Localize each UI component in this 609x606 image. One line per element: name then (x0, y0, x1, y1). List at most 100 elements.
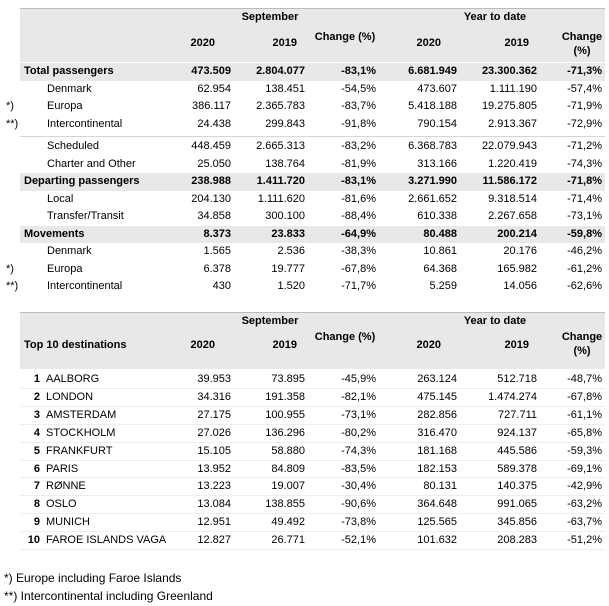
cell: 13.084 (197, 498, 231, 511)
cell: 430 (212, 280, 231, 292)
cell: 165.982 (497, 262, 537, 275)
footnote-marker: **) (6, 117, 19, 130)
cell: -71,4% (567, 192, 602, 205)
column-heading: Change (%) (314, 31, 376, 43)
cell: 2.913.367 (488, 117, 537, 130)
cell: 27.026 (197, 426, 231, 439)
cell: -61,2% (567, 262, 602, 275)
cell: -83,7% (341, 100, 376, 112)
cell: -83,1% (341, 175, 376, 187)
rank: 7 (33, 480, 40, 493)
cell: 610.338 (417, 210, 457, 222)
cell: 8.373 (203, 227, 231, 240)
header-background (20, 8, 605, 62)
cell: 200.214 (497, 227, 537, 240)
cell: 208.283 (497, 534, 537, 547)
cell: 25.050 (197, 157, 231, 170)
row-rule (20, 477, 605, 479)
cell: 19.007 (271, 480, 305, 493)
cell: 6.378 (203, 262, 231, 275)
cell: -69,1% (567, 462, 602, 475)
rank: 3 (33, 408, 40, 421)
cell: 39.953 (197, 373, 231, 385)
cell: 138.855 (265, 498, 305, 511)
cell: -59,8% (567, 227, 602, 240)
cell: 9.318.514 (488, 192, 537, 205)
column-heading: 2020 (416, 339, 441, 351)
cell: -91,8% (341, 117, 376, 130)
cell: -73,1% (567, 210, 602, 222)
cell: -71,3% (567, 65, 602, 77)
cell: 313.166 (417, 157, 457, 170)
cell: -74,3% (567, 157, 602, 170)
destination: AMSTERDAM (46, 408, 117, 421)
cell: -57,4% (567, 82, 602, 95)
cell: -71,9% (567, 100, 602, 112)
cell: 263.124 (417, 373, 457, 385)
cell: 282.856 (417, 408, 457, 421)
cell: 2.665.313 (256, 140, 305, 152)
cell: -42,9% (567, 480, 602, 493)
column-heading: Change (%) (561, 331, 603, 357)
cell: -74,3% (341, 444, 376, 457)
cell: -67,8% (567, 390, 602, 403)
cell: 12.951 (197, 516, 231, 529)
cell: 1.565 (203, 245, 231, 257)
cell: 11.586.172 (482, 175, 537, 187)
cell: -51,2% (567, 534, 602, 547)
cell: 26.771 (271, 534, 305, 547)
column-heading: 2019 (272, 37, 297, 49)
cell: 1.111.620 (257, 192, 305, 205)
row-label: Europa (47, 100, 83, 112)
destination: MUNICH (46, 516, 90, 529)
cell: 790.154 (417, 117, 457, 130)
cell: 512.718 (497, 373, 537, 385)
cell: -72,9% (567, 117, 602, 130)
footnote: *) Europe including Faroe Islands (4, 571, 182, 585)
cell: -71,8% (567, 175, 602, 187)
cell: 2.365.783 (256, 100, 305, 112)
cell: 316.470 (417, 426, 457, 439)
row-rule (20, 441, 605, 443)
cell: 2.661.652 (408, 192, 457, 205)
column-heading: 2019 (272, 339, 297, 351)
cell: -73,1% (341, 408, 376, 421)
footnote-marker: *) (6, 100, 14, 112)
cell: 19.777 (271, 262, 305, 275)
cell: 125.565 (417, 516, 457, 529)
cell: 204.130 (191, 192, 231, 205)
cell: -48,7% (567, 373, 602, 385)
cell: 299.843 (265, 117, 305, 130)
cell: -83,2% (341, 140, 376, 152)
cell: 84.809 (271, 462, 305, 475)
cell: 1.111.190 (489, 82, 537, 95)
cell: -82,1% (341, 390, 376, 403)
cell: 80.131 (423, 480, 457, 493)
cell: 10.861 (423, 245, 457, 257)
row-background (20, 63, 605, 81)
cell: -65,8% (567, 426, 602, 439)
cell: -63,2% (567, 498, 602, 511)
cell: -81,6% (341, 192, 376, 205)
cell: 991.065 (497, 498, 537, 511)
cell: 140.375 (497, 480, 537, 493)
rank: 4 (33, 426, 40, 439)
cell: 300.100 (265, 210, 305, 222)
cell: 58.880 (271, 444, 305, 457)
cell: 473.509 (191, 65, 231, 77)
footnote-marker: **) (6, 280, 19, 292)
cell: -59,3% (567, 444, 602, 457)
cell: 13.223 (197, 480, 231, 493)
row-rule (20, 405, 605, 407)
cell: -62,6% (567, 280, 602, 292)
header-background (20, 312, 605, 369)
row-rule (20, 423, 605, 425)
destination: PARIS (46, 462, 79, 475)
row-label: Total passengers (24, 65, 114, 77)
cell: -63,7% (567, 516, 602, 529)
cell: 62.954 (197, 82, 231, 95)
cell: 136.296 (265, 426, 305, 439)
cell: 475.145 (417, 390, 457, 403)
cell: -54,5% (341, 82, 376, 95)
